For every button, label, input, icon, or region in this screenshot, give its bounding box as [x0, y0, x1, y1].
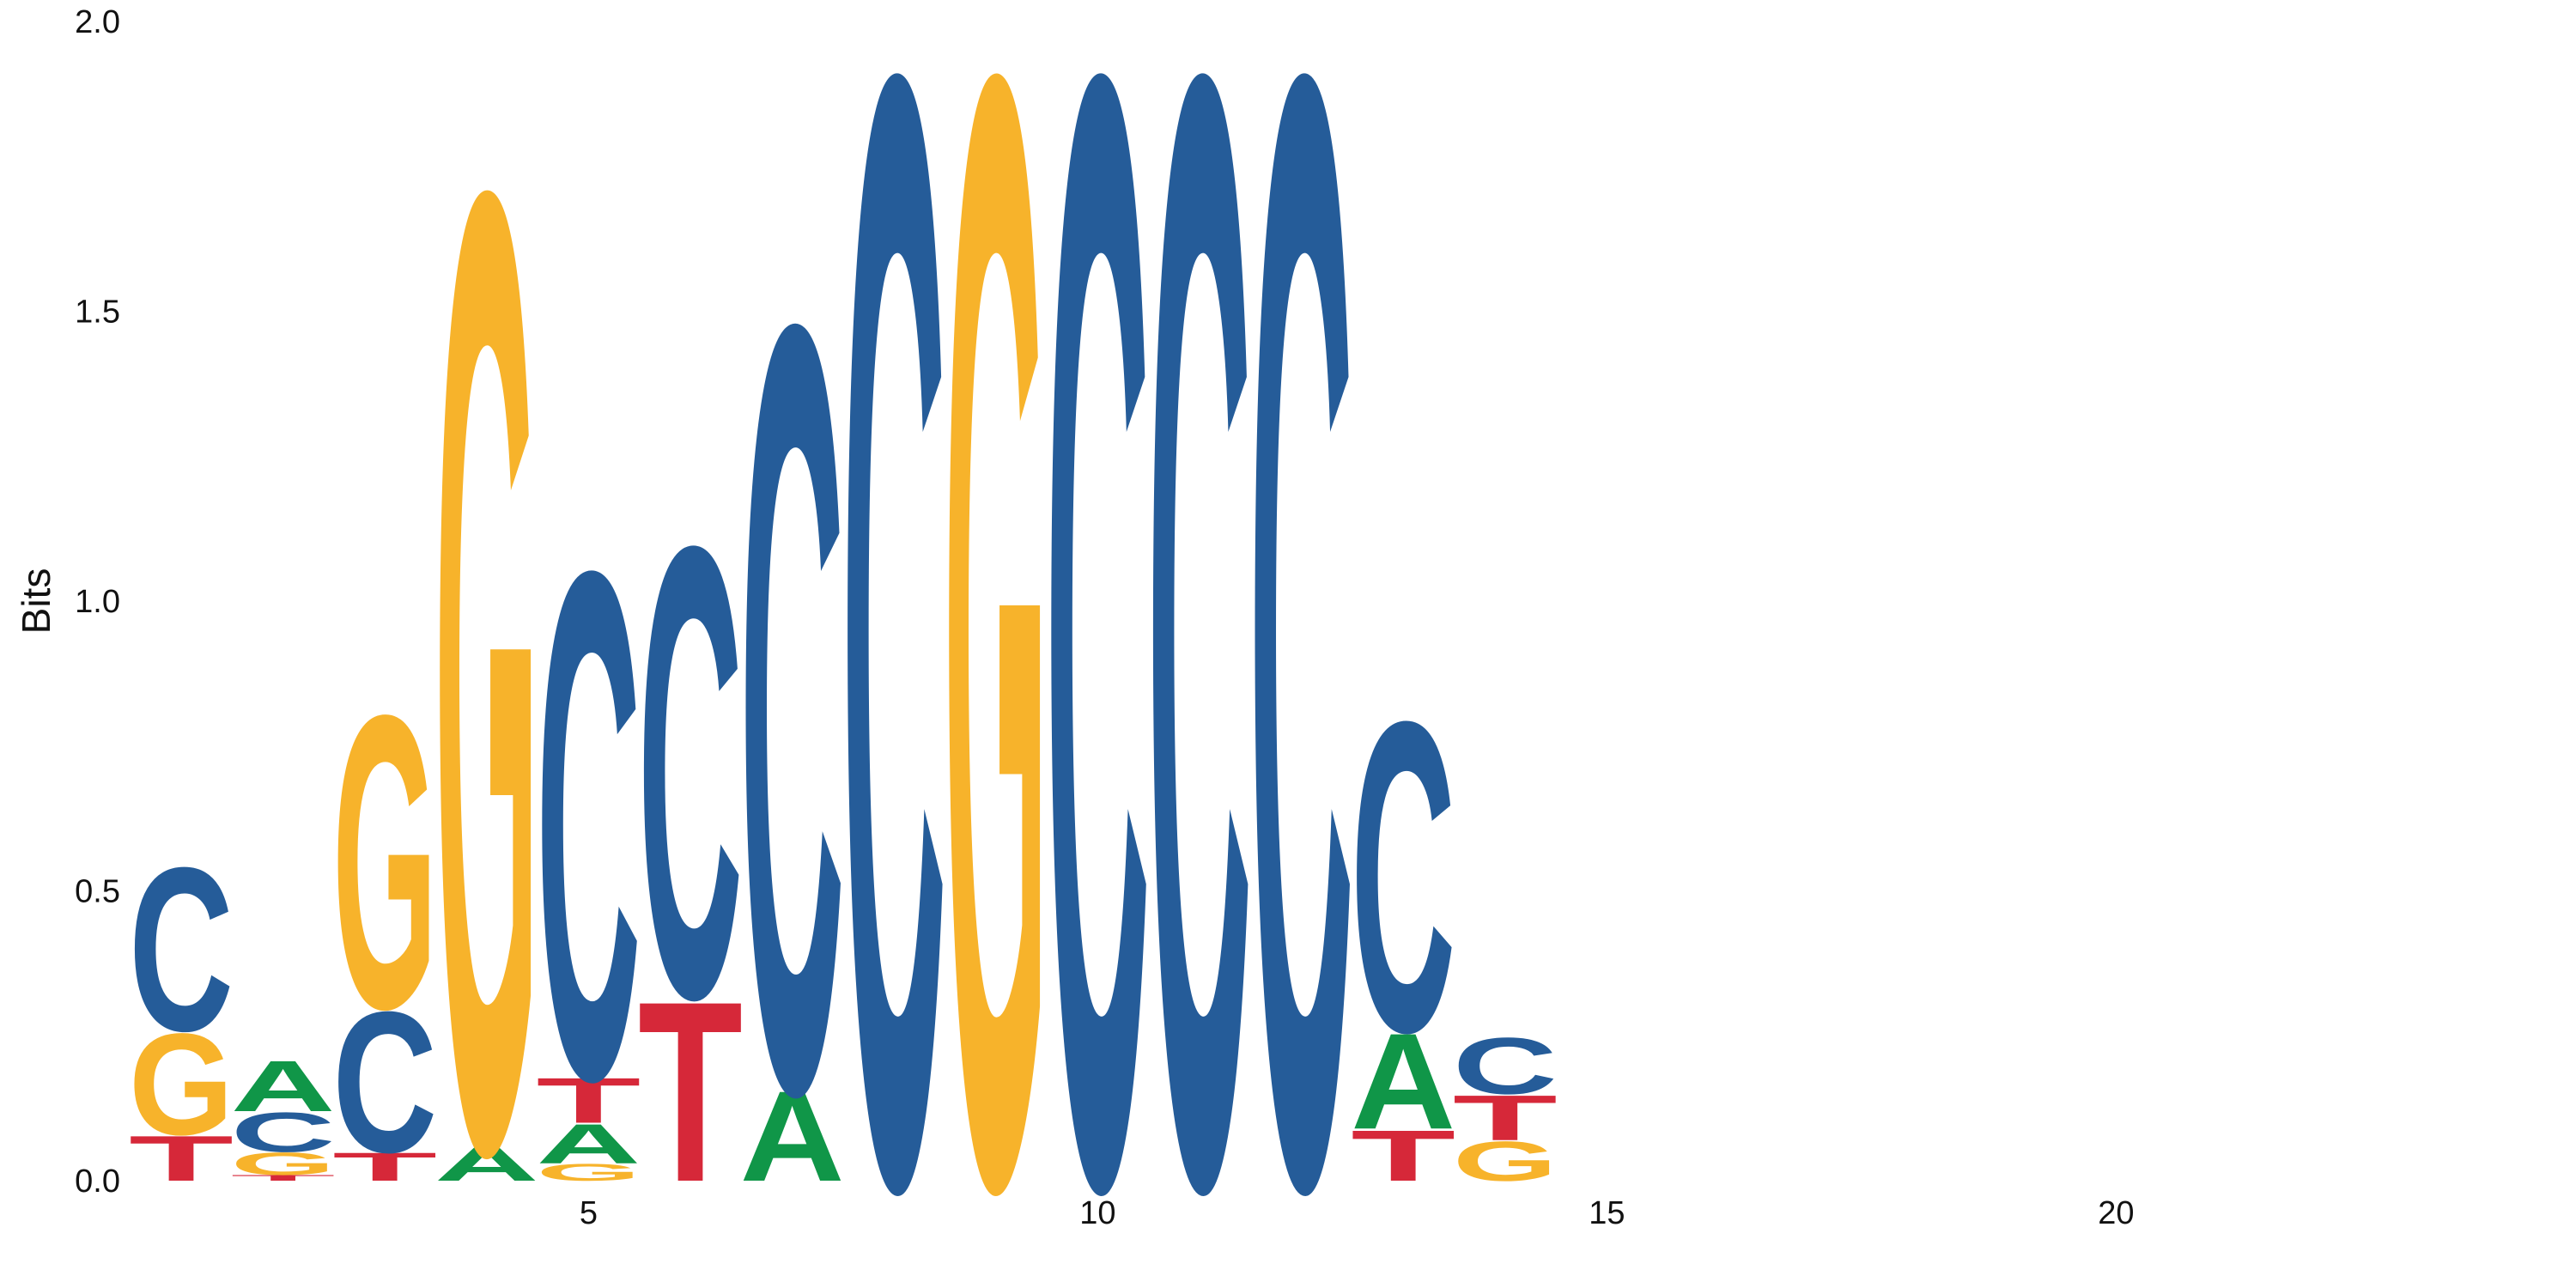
x-axis-ticks: 5 10 15 20 [580, 1195, 2135, 1231]
logo-letter-G: G [536, 1159, 641, 1186]
logo-letter-C: C [841, 0, 946, 1288]
logo-letter-C: C [1147, 0, 1252, 1288]
y-tick-label: 0.5 [75, 874, 120, 910]
x-tick-label: 10 [1079, 1195, 1115, 1231]
y-tick-label: 0.0 [75, 1163, 120, 1200]
logo-letter-T: T [536, 1064, 641, 1136]
logo-letter-C: C [129, 818, 234, 1079]
logo-letter-G: G [332, 628, 437, 1096]
logo-letter-C: C [1351, 631, 1455, 1125]
y-axis-title: Bits [14, 568, 58, 635]
logo-letter-C: C [740, 97, 845, 1288]
logo-letter-C: C [638, 414, 743, 1133]
y-axis-ticks: 0.0 0.5 1.0 1.5 2.0 [75, 4, 120, 1200]
logo-letter-G: G [434, 0, 539, 1288]
logo-letter-A: A [740, 1064, 845, 1208]
logo-letter-G: G [944, 0, 1048, 1288]
logo-letter-T: T [1453, 1082, 1558, 1154]
logo-letter-G: G [231, 1146, 336, 1182]
x-tick-label: 20 [2098, 1195, 2134, 1231]
logo-letter-A: A [1351, 1005, 1455, 1158]
logo-letter-A: A [536, 1113, 641, 1176]
logo-letter-C: C [231, 1101, 336, 1163]
logo-letter-C: C [1045, 0, 1150, 1288]
logo-letter-T: T [231, 1174, 336, 1182]
logo-letter-T: T [1351, 1115, 1455, 1196]
logo-letter-T: T [638, 947, 743, 1236]
y-tick-label: 1.5 [75, 295, 120, 331]
logo-letter-C: C [1249, 0, 1354, 1288]
logo-letter-T: T [129, 1122, 234, 1194]
logo-letter-A: A [434, 1137, 539, 1191]
logo-letter-C: C [536, 420, 641, 1230]
logo-letter-C: C [1453, 1021, 1558, 1111]
logo-letter-G: G [1453, 1130, 1558, 1193]
y-tick-label: 2.0 [75, 4, 120, 40]
x-tick-label: 5 [580, 1195, 598, 1231]
logo-letter-T: T [332, 1145, 437, 1189]
logo-letter-A: A [231, 1046, 336, 1127]
x-tick-label: 15 [1589, 1195, 1625, 1231]
logo-letter-G: G [129, 1004, 234, 1166]
y-tick-label: 1.0 [75, 584, 120, 620]
logo-letter-C: C [332, 970, 437, 1195]
